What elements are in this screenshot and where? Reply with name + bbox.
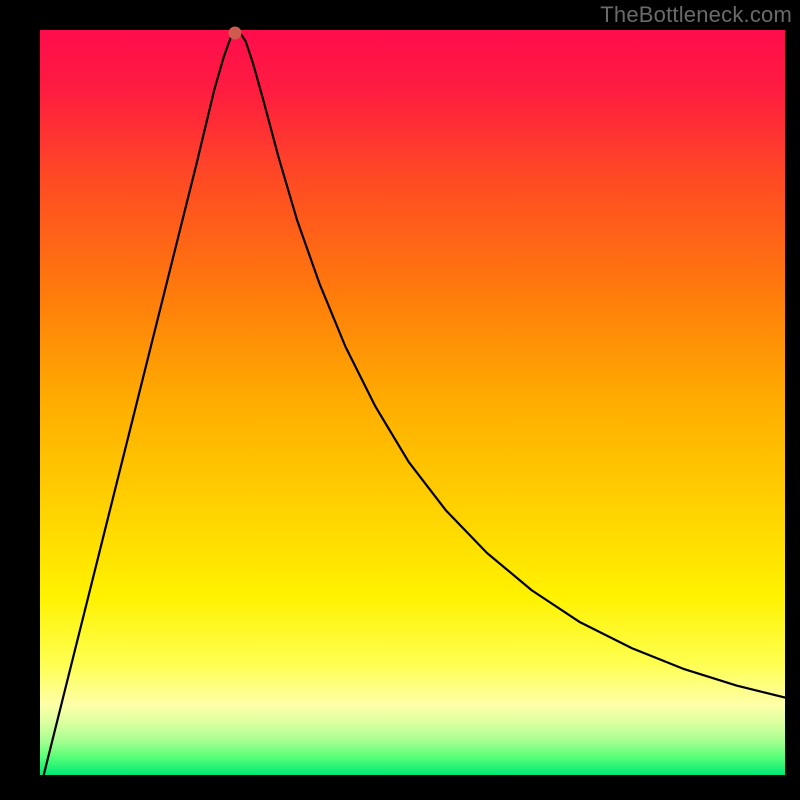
watermark-text: TheBottleneck.com — [600, 2, 792, 28]
minimum-marker — [229, 26, 242, 39]
chart-canvas: TheBottleneck.com — [0, 0, 800, 800]
bottleneck-curve — [44, 32, 785, 775]
curve-layer — [40, 30, 785, 775]
plot-area — [40, 30, 785, 775]
